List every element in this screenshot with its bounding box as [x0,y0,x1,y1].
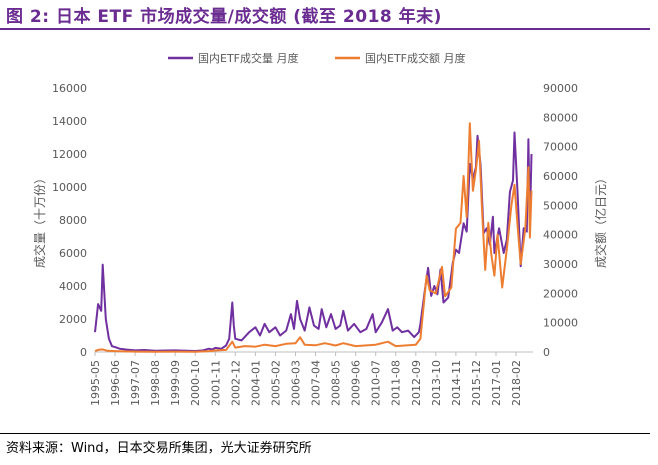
x-tick-label: 2011-08 [390,360,403,406]
y-right-tick-label: 10000 [543,317,578,330]
x-tick-label: 2013-10 [430,360,443,406]
x-tick-label: 2006-03 [289,360,302,406]
x-tick-label: 2010-07 [370,360,383,406]
x-tick-label: 2004-01 [249,360,262,406]
y-left-tick-label: 8000 [59,214,87,227]
title-divider [0,28,650,30]
y-left-tick-label: 4000 [59,280,87,293]
x-tick-label: 2007-04 [310,360,323,406]
x-tick-label: 2005-02 [269,360,282,406]
x-tick-label: 2017-01 [490,360,503,406]
x-tick-label: 2012-09 [410,360,423,406]
y-left-tick-label: 16000 [52,82,87,95]
legend-label-volume: 国内ETF成交量 月度 [198,51,299,65]
y-right-axis-title: 成交额（亿日元） [593,172,608,268]
y-right-tick-label: 70000 [543,141,578,154]
y-left-tick-label: 0 [80,346,87,359]
axes: 0 2000 4000 6000 8000 10000 12000 14000 16000 0 10… [32,82,608,406]
y-right-tick-label: 50000 [543,199,578,212]
y-right-tick-label: 40000 [543,229,578,242]
y-left-tick-label: 10000 [52,181,87,194]
x-tick-label: 1997-07 [129,360,142,406]
etf-volume-turnover-chart: 国内ETF成交量 月度 国内ETF成交额 月度 0 2000 4000 6000 800… [32,51,608,406]
series-line-turnover [94,122,533,353]
x-tick-label: 2009-06 [350,360,363,406]
legend: 国内ETF成交量 月度 国内ETF成交额 月度 [168,51,466,65]
figure-title: 图 2: 日本 ETF 市场成交量/成交额 (截至 2018 年末) [6,7,442,27]
y-right-tick-label: 0 [543,346,550,359]
y-left-tick-label: 12000 [52,148,87,161]
x-tick-label: 2002-12 [229,360,242,406]
x-tick-label: 2001-11 [209,360,222,406]
legend-label-turnover: 国内ETF成交额 月度 [365,51,466,65]
y-left-axis-title: 成交量（十万份） [32,172,47,268]
y-left-tick-label: 14000 [52,115,87,128]
x-tick-label: 2015-12 [470,360,483,406]
y-right-tick-label: 30000 [543,258,578,271]
x-tick-label: 1995-05 [89,360,102,406]
x-tick-label: 1996-06 [109,360,122,406]
y-right-tick-label: 90000 [543,82,578,95]
x-tick-label: 2000-10 [189,360,202,406]
y-right-tick-label: 20000 [543,287,578,300]
y-right-tick-label: 60000 [543,170,578,183]
y-left-tick-label: 6000 [59,247,87,260]
y-left-tick-label: 2000 [59,313,87,326]
series-line-volume [94,131,533,352]
plot-area [94,122,533,353]
y-right-tick-label: 80000 [543,111,578,124]
x-tick-label: 1999-09 [169,360,182,406]
x-tick-label: 2014-11 [450,360,463,406]
x-tick-label: 2018-02 [510,360,523,406]
source-note: 资料来源：Wind，日本交易所集团，光大证券研究所 [6,441,312,456]
x-tick-label: 2008-05 [330,360,343,406]
source-divider [0,433,650,434]
x-tick-label: 1998-08 [149,360,162,406]
